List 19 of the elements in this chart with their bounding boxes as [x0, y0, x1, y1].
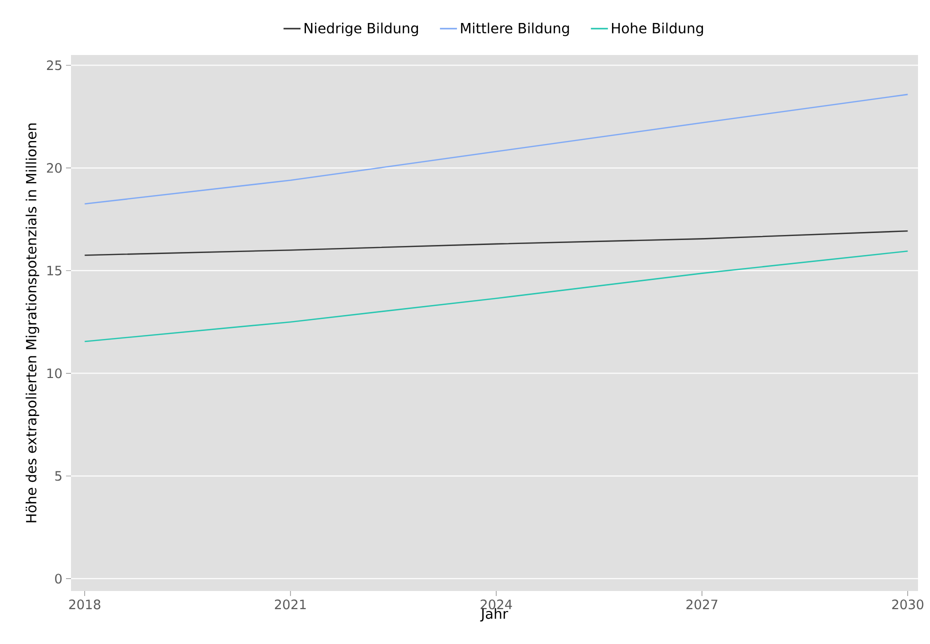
legend-label: Mittlere Bildung: [461, 22, 569, 36]
legend-label: Niedrige Bildung: [304, 22, 418, 36]
y-tick-label: 20: [46, 163, 62, 173]
y-tick-label: 25: [46, 60, 62, 70]
x-tick-label: 2030: [892, 600, 924, 610]
y-axis-title: Höhe des extrapolierten Migrationspotenzials in Millionen: [26, 124, 40, 522]
x-tick-label: 2024: [480, 600, 512, 610]
y-tick-label: 15: [47, 266, 62, 276]
x-tick-label: 2018: [69, 600, 100, 610]
x-axis-title: Jahr: [480, 608, 508, 622]
line-series: [84, 94, 908, 205]
x-tick-label: 2021: [274, 600, 306, 610]
legend-label: Hohe Bildung: [612, 22, 703, 36]
line-series: [84, 250, 908, 342]
y-tick-label: 10: [47, 368, 62, 378]
y-tick-label: 5: [55, 471, 62, 481]
line-series: [84, 230, 908, 256]
y-tick-label: 0: [55, 574, 62, 584]
x-tick-label: 2027: [686, 600, 718, 610]
